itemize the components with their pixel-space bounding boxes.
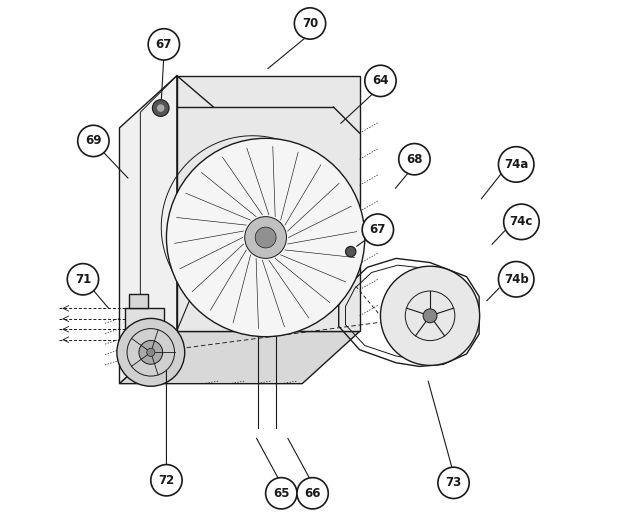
Circle shape [255, 227, 276, 248]
Circle shape [438, 467, 469, 499]
Text: 74c: 74c [510, 216, 533, 228]
Text: 71: 71 [75, 273, 91, 286]
Circle shape [362, 214, 394, 245]
Circle shape [297, 478, 328, 509]
Text: 64: 64 [372, 75, 389, 87]
Text: eReplacementParts.com: eReplacementParts.com [228, 226, 371, 239]
Text: 69: 69 [85, 135, 102, 147]
Circle shape [498, 262, 534, 297]
Circle shape [117, 318, 185, 386]
Circle shape [78, 125, 109, 157]
Circle shape [423, 309, 437, 323]
Circle shape [147, 348, 155, 357]
Circle shape [503, 204, 539, 240]
Circle shape [498, 147, 534, 182]
Circle shape [399, 144, 430, 175]
Circle shape [294, 8, 326, 39]
Circle shape [265, 478, 297, 509]
Text: 65: 65 [273, 487, 290, 500]
Text: 67: 67 [370, 223, 386, 236]
Circle shape [166, 138, 365, 337]
Circle shape [381, 266, 480, 365]
Polygon shape [120, 331, 360, 384]
Circle shape [68, 264, 99, 295]
Text: 68: 68 [406, 153, 423, 165]
Bar [177, 206, 190, 269]
Text: 74b: 74b [504, 273, 529, 286]
Bar [128, 293, 148, 308]
Polygon shape [120, 76, 177, 384]
Circle shape [148, 29, 180, 60]
Circle shape [157, 104, 164, 112]
Circle shape [365, 65, 396, 97]
Text: 66: 66 [304, 487, 321, 500]
Circle shape [139, 340, 162, 364]
Circle shape [153, 100, 169, 116]
Circle shape [245, 217, 286, 258]
Text: 70: 70 [302, 17, 318, 30]
Text: 74a: 74a [504, 158, 528, 171]
Bar [125, 308, 164, 337]
Circle shape [345, 246, 356, 257]
Text: 73: 73 [445, 477, 462, 489]
Text: 72: 72 [158, 474, 175, 487]
Polygon shape [177, 76, 360, 331]
Circle shape [151, 465, 182, 496]
Text: 67: 67 [156, 38, 172, 51]
